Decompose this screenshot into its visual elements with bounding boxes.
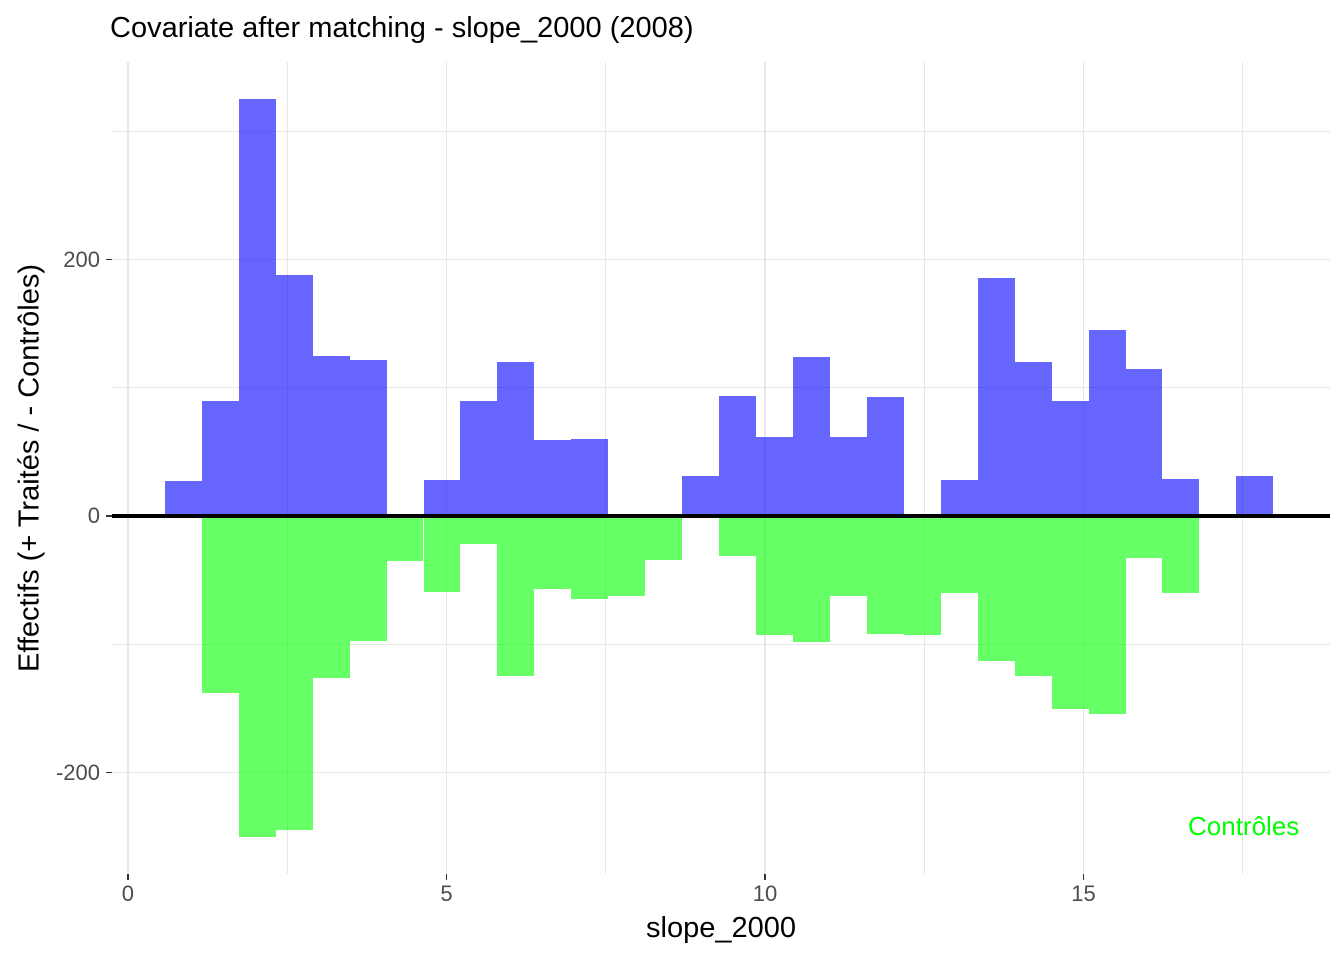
bar-traites-14 <box>682 476 720 517</box>
bar-traites-11 <box>571 439 609 517</box>
y-tick-mark-0 <box>106 515 112 517</box>
bar-traites-25 <box>1088 330 1126 517</box>
chart-title: Covariate after matching - slope_2000 (2… <box>110 12 694 44</box>
bar-controles-1 <box>201 516 239 694</box>
bar-traites-9 <box>497 362 535 517</box>
gridline-y-minor--100 <box>112 643 1330 645</box>
y-tick-label--200: -200 <box>55 759 100 785</box>
gridline-x-minor-17.5 <box>1242 62 1244 874</box>
plot-panel <box>112 62 1330 874</box>
gridline-x-minor-12.5 <box>923 62 925 874</box>
bar-controles-22 <box>977 516 1015 662</box>
bar-traites-27 <box>1162 478 1200 517</box>
bar-traites-24 <box>1051 400 1089 517</box>
y-tick-mark-200 <box>106 258 112 261</box>
x-tick-label-0: 0 <box>121 881 135 906</box>
bar-traites-18 <box>829 436 867 517</box>
gridline-x-major-5 <box>445 62 448 874</box>
bar-traites-23 <box>1014 362 1052 517</box>
bar-controles-23 <box>1014 516 1052 677</box>
controls-annotation: Contrôles <box>1188 811 1300 841</box>
bar-controles-9 <box>497 516 535 677</box>
y-axis-title: Effectifs (+ Traités / - Contrôles) <box>13 263 46 673</box>
bar-controles-8 <box>460 516 498 545</box>
x-tick-mark-15 <box>1082 874 1085 880</box>
x-tick-mark-10 <box>764 874 766 880</box>
bar-controles-5 <box>349 516 387 641</box>
bar-controles-11 <box>571 516 609 600</box>
bar-traites-29 <box>1236 476 1274 517</box>
bar-traites-4 <box>312 355 350 517</box>
y-tick-mark--200 <box>106 771 112 774</box>
bar-traites-21 <box>940 480 978 517</box>
gridline-y-major--200 <box>112 771 1330 774</box>
bar-traites-17 <box>792 357 830 517</box>
bar-traites-10 <box>534 440 572 517</box>
bar-controles-19 <box>866 516 904 635</box>
x-tick-label-10: 10 <box>752 881 778 906</box>
gridline-x-major-0 <box>127 62 129 874</box>
gridline-y-major-200 <box>112 258 1330 261</box>
bar-controles-27 <box>1162 516 1200 594</box>
bar-controles-12 <box>608 516 646 596</box>
x-tick-label-15: 15 <box>1071 881 1096 906</box>
bar-controles-16 <box>756 516 793 636</box>
bar-controles-20 <box>903 516 941 636</box>
bar-traites-7 <box>423 480 461 517</box>
bar-controles-13 <box>645 516 683 560</box>
bar-traites-5 <box>349 359 387 517</box>
x-tick-mark-0 <box>127 874 129 880</box>
bar-traites-2 <box>238 99 276 517</box>
bar-controles-26 <box>1125 516 1163 559</box>
y-tick-label-200: 200 <box>63 246 100 272</box>
bar-controles-10 <box>534 516 572 590</box>
bar-traites-15 <box>719 395 757 517</box>
bar-controles-6 <box>386 516 424 561</box>
bar-controles-3 <box>275 516 313 831</box>
x-tick-label-5: 5 <box>440 881 453 906</box>
bar-traites-16 <box>756 436 793 517</box>
bar-traites-22 <box>977 277 1015 517</box>
bar-controles-18 <box>829 516 867 596</box>
x-tick-mark-5 <box>445 874 448 880</box>
bar-controles-25 <box>1088 516 1126 714</box>
bar-controles-7 <box>423 516 461 592</box>
bar-traites-0 <box>164 481 202 517</box>
x-axis-title: slope_2000 <box>646 912 796 944</box>
bar-traites-3 <box>275 274 313 517</box>
bar-controles-21 <box>940 516 978 594</box>
bar-controles-2 <box>238 516 276 837</box>
bar-traites-1 <box>201 400 239 517</box>
y-tick-label-0: 0 <box>87 503 100 529</box>
bar-controles-4 <box>312 516 350 678</box>
gridline-y-minor-300 <box>112 130 1330 132</box>
bar-traites-8 <box>460 400 498 517</box>
bar-traites-26 <box>1125 368 1163 517</box>
bar-traites-19 <box>866 396 904 517</box>
bar-controles-24 <box>1051 516 1089 709</box>
zero-baseline <box>112 514 1330 518</box>
gridline-y-minor-100 <box>112 387 1330 389</box>
bar-controles-17 <box>792 516 830 642</box>
bar-controles-15 <box>719 516 757 556</box>
